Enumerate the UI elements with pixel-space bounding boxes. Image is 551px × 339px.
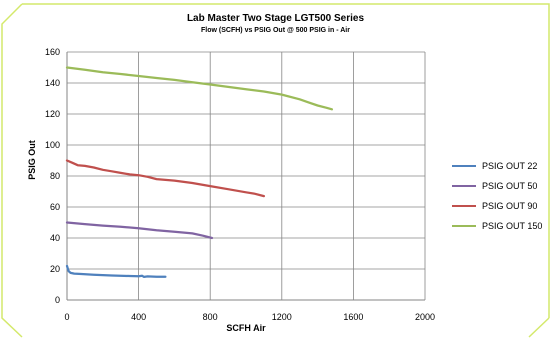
chart-title: Lab Master Two Stage LGT500 Series bbox=[186, 13, 365, 24]
x-axis-title: SCFH Air bbox=[226, 323, 266, 333]
series-layer bbox=[65, 66, 334, 279]
legend-label: PSIG OUT 150 bbox=[482, 221, 543, 231]
y-tick-label: 120 bbox=[45, 109, 60, 119]
series-line-psig-out-22 bbox=[65, 264, 167, 279]
legend-label: PSIG OUT 22 bbox=[482, 161, 538, 171]
x-tick-label: 1200 bbox=[272, 312, 292, 322]
legend-item-psig-out-50: PSIG OUT 50 bbox=[452, 176, 547, 196]
series-line-psig-out-150 bbox=[65, 66, 334, 111]
legend-label: PSIG OUT 90 bbox=[482, 201, 538, 211]
chart-border bbox=[1, 3, 550, 338]
y-axis-title: PSIG Out bbox=[27, 140, 37, 180]
axis-layer bbox=[66, 52, 425, 301]
x-tick-label: 400 bbox=[131, 312, 146, 322]
legend-label: PSIG OUT 50 bbox=[482, 181, 538, 191]
x-tick-label: 800 bbox=[203, 312, 218, 322]
y-tick-label: 160 bbox=[45, 47, 60, 57]
y-tick-label: 80 bbox=[50, 171, 60, 181]
series-line-psig-out-50 bbox=[65, 221, 214, 240]
legend-swatch bbox=[452, 225, 476, 227]
x-tick-label: 0 bbox=[64, 312, 69, 322]
y-tick-label: 20 bbox=[50, 264, 60, 274]
legend: PSIG OUT 22 PSIG OUT 50 PSIG OUT 90 PSIG… bbox=[452, 156, 547, 236]
legend-swatch bbox=[452, 205, 476, 207]
chart-subtitle: Flow (SCFH) vs PSIG Out @ 500 PSIG in - … bbox=[201, 27, 350, 34]
y-tick-label: 140 bbox=[45, 78, 60, 88]
legend-swatch bbox=[452, 185, 476, 187]
legend-item-psig-out-90: PSIG OUT 90 bbox=[452, 196, 547, 216]
y-tick-label: 0 bbox=[55, 295, 60, 305]
series-line-psig-out-90 bbox=[65, 159, 266, 198]
legend-item-psig-out-150: PSIG OUT 150 bbox=[452, 216, 547, 236]
y-tick-label: 60 bbox=[50, 202, 60, 212]
y-tick-label: 100 bbox=[45, 140, 60, 150]
legend-item-psig-out-22: PSIG OUT 22 bbox=[452, 156, 547, 176]
x-tick-label: 2000 bbox=[415, 312, 435, 322]
legend-swatch bbox=[452, 165, 476, 167]
y-tick-label: 40 bbox=[50, 233, 60, 243]
x-tick-label: 1600 bbox=[343, 312, 363, 322]
